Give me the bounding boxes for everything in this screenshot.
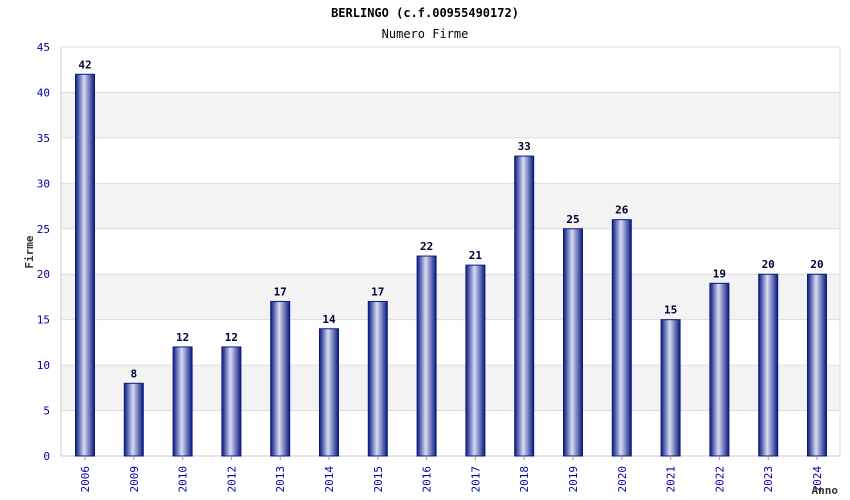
bar	[465, 264, 486, 457]
data-label: 17	[274, 285, 287, 298]
x-tick-label: 2015	[372, 466, 385, 493]
data-label: 8	[130, 367, 137, 380]
grid-band	[61, 183, 840, 229]
bar	[807, 273, 827, 457]
y-tick-label: 20	[37, 268, 50, 281]
x-tick-label: 2022	[713, 466, 726, 493]
data-label: 19	[713, 267, 726, 280]
x-tick-label: 2019	[567, 466, 580, 493]
bar	[563, 228, 583, 457]
bar	[367, 300, 388, 457]
x-tick-label: 2006	[79, 466, 92, 493]
bar	[270, 300, 291, 457]
x-tick-label: 2016	[421, 466, 434, 493]
y-tick-label: 5	[43, 405, 50, 418]
bar	[660, 319, 681, 457]
x-tick-label: 2017	[469, 466, 482, 493]
bar	[123, 382, 144, 457]
y-tick-label: 25	[37, 223, 50, 236]
chart-subtitle: Numero Firme	[382, 27, 469, 41]
data-label: 12	[225, 331, 238, 344]
data-label: 21	[469, 249, 483, 262]
data-label: 20	[810, 258, 823, 271]
y-tick-label: 45	[37, 41, 50, 54]
y-tick-label: 10	[37, 359, 50, 372]
x-tick-label: 2021	[665, 466, 678, 493]
y-tick-label: 30	[37, 177, 50, 190]
x-tick-label: 2020	[616, 466, 629, 493]
y-tick-label: 40	[37, 86, 50, 99]
x-axis-ticks: 2006 2009 2010 2012 2013 2014 2015 2016 2017 2018…	[79, 456, 824, 493]
y-axis-ticks: 0 5 10 15 20 25 30 35 40 45	[37, 41, 50, 463]
data-label: 20	[762, 258, 775, 271]
bar	[416, 255, 437, 457]
bar	[319, 328, 339, 457]
x-tick-label: 2013	[274, 466, 287, 493]
x-axis-label: Anno	[812, 484, 839, 497]
bar	[758, 273, 779, 457]
data-label: 26	[615, 204, 629, 217]
x-tick-label: 2023	[762, 466, 775, 493]
data-label: 15	[664, 304, 677, 317]
bars	[75, 73, 827, 457]
bar	[611, 219, 632, 457]
bar	[75, 73, 95, 457]
bar	[709, 282, 730, 457]
bar	[514, 155, 535, 457]
y-tick-label: 0	[43, 450, 50, 463]
y-axis-label: Firme	[23, 235, 36, 268]
bar	[221, 346, 242, 457]
data-label: 14	[322, 313, 336, 326]
grid-band	[61, 92, 840, 138]
data-label: 42	[78, 58, 91, 71]
x-tick-label: 2018	[518, 466, 531, 493]
y-tick-label: 35	[37, 132, 50, 145]
data-labels: 42 8 12 12 17 14 17 22 21 33 25 26 15 19 20 20	[78, 58, 823, 380]
x-tick-label: 2010	[177, 466, 190, 493]
data-label: 22	[420, 240, 433, 253]
x-tick-label: 2012	[225, 466, 238, 493]
x-tick-label: 2024	[811, 466, 824, 493]
data-label: 25	[566, 213, 579, 226]
x-tick-label: 2014	[323, 466, 336, 493]
y-tick-label: 15	[37, 314, 50, 327]
data-label: 33	[518, 140, 531, 153]
data-label: 12	[176, 331, 189, 344]
chart-title: BERLINGO (c.f.00955490172)	[331, 6, 519, 20]
data-label: 17	[371, 285, 384, 298]
x-tick-label: 2009	[128, 466, 141, 493]
bar	[172, 346, 193, 457]
